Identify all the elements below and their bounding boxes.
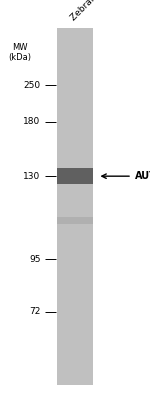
Text: 72: 72 [29, 307, 40, 316]
Text: AUTS2: AUTS2 [135, 171, 150, 181]
Bar [57, 168, 93, 184]
Text: 130: 130 [23, 172, 40, 181]
Bar [57, 217, 93, 224]
Text: 180: 180 [23, 117, 40, 126]
Text: 250: 250 [23, 81, 40, 90]
Text: 95: 95 [29, 255, 40, 264]
Text: MW
(kDa): MW (kDa) [8, 43, 31, 62]
Bar [57, 28, 93, 385]
Text: Zebrafish brain: Zebrafish brain [69, 0, 124, 22]
